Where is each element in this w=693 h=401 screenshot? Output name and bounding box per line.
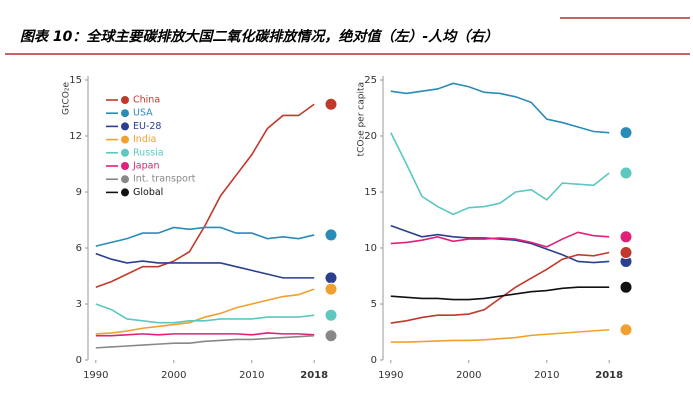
y-tick-label: 3 xyxy=(76,299,82,310)
series-line xyxy=(390,82,610,134)
flag-icon xyxy=(324,97,338,111)
legend-icon xyxy=(121,122,129,131)
series-line xyxy=(390,132,610,216)
legend-icon xyxy=(121,175,129,184)
series-line xyxy=(95,288,315,335)
flag-icon xyxy=(619,126,633,140)
legend-icon xyxy=(121,96,129,104)
legend-icon xyxy=(121,148,129,157)
y-tick-label: 25 xyxy=(364,75,377,86)
flag-icon xyxy=(619,230,633,244)
series-line xyxy=(95,226,315,247)
series-line xyxy=(95,334,315,349)
series-line xyxy=(390,231,610,248)
y-tick-label: 15 xyxy=(364,187,377,198)
x-tick-label: 2018 xyxy=(595,370,623,381)
flag-icon xyxy=(324,271,338,285)
series-line xyxy=(95,332,315,337)
y-tick-label: 12 xyxy=(69,131,82,142)
legend-label: India xyxy=(133,134,156,145)
y-tick-label: 10 xyxy=(364,243,377,254)
legend-label: EU-28 xyxy=(133,121,161,132)
y-tick-label: 0 xyxy=(371,355,377,366)
x-tick-label: 2018 xyxy=(300,370,328,381)
y-axis-label: tCO₂e per capita xyxy=(357,82,367,156)
legend-label: Int. transport xyxy=(133,174,196,185)
legend-label: USA xyxy=(133,108,153,119)
x-tick-label: 2000 xyxy=(161,370,186,381)
y-tick-label: 6 xyxy=(76,243,82,254)
flag-icon xyxy=(619,245,633,259)
flag-icon xyxy=(324,308,338,322)
legend-icon xyxy=(121,109,129,118)
flag-icon xyxy=(324,329,338,343)
x-tick-label: 2000 xyxy=(456,370,481,381)
flag-icon xyxy=(619,166,633,180)
series-line xyxy=(95,252,315,279)
series-line xyxy=(95,303,315,324)
legend-label: China xyxy=(133,95,160,106)
x-tick-label: 1990 xyxy=(378,370,403,381)
flag-icon xyxy=(619,280,633,294)
legend-icon xyxy=(121,135,129,144)
y-axis-label: GtCO₂e xyxy=(62,82,72,115)
flag-icon xyxy=(324,282,338,296)
x-tick-label: 2010 xyxy=(239,370,264,381)
x-tick-label: 2010 xyxy=(534,370,559,381)
series-line xyxy=(390,251,610,324)
series-line xyxy=(390,286,610,301)
legend-icon xyxy=(121,188,129,197)
y-tick-label: 15 xyxy=(69,75,82,86)
figure-title: 图表 10：全球主要碳排放大国二氧化碳排放情况，绝对值（左）-人均（右） xyxy=(20,28,498,45)
series-line xyxy=(95,103,315,288)
x-tick-label: 1990 xyxy=(83,370,108,381)
legend-label: Russia xyxy=(133,147,164,158)
flag-icon xyxy=(324,228,338,242)
y-tick-label: 5 xyxy=(371,299,377,310)
y-tick-label: 9 xyxy=(76,187,82,198)
y-tick-label: 0 xyxy=(76,355,82,366)
series-line xyxy=(390,328,610,343)
legend-label: Japan xyxy=(132,161,160,172)
legend-label: Global xyxy=(133,187,163,198)
series-line xyxy=(390,224,610,264)
flag-icon xyxy=(619,323,633,337)
legend-icon xyxy=(121,162,129,170)
y-tick-label: 20 xyxy=(364,131,377,142)
